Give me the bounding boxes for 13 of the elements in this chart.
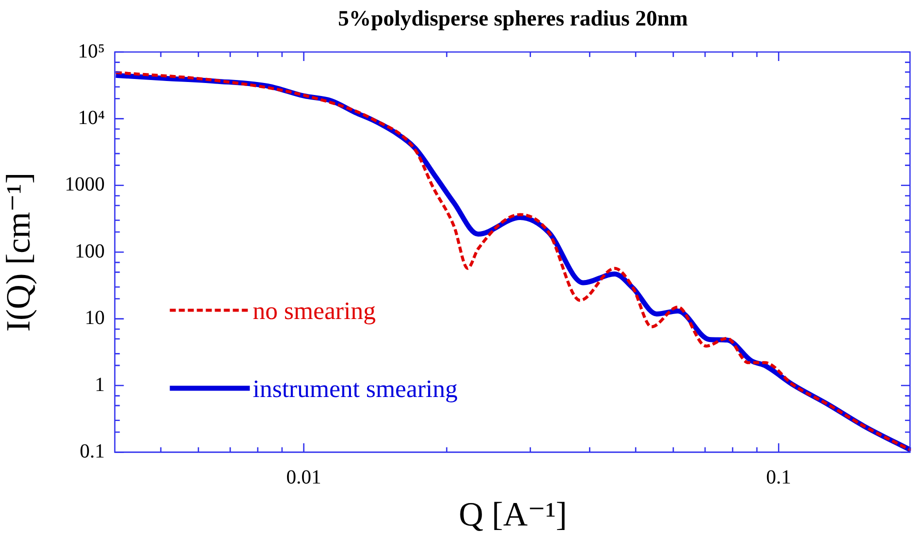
- y-tick-label: 10⁴: [78, 106, 105, 129]
- y-tick-label: 1: [94, 374, 105, 396]
- y-tick-label: 0.1: [80, 440, 105, 462]
- y-tick-label: 10: [84, 307, 105, 330]
- x-axis-title: Q [A⁻¹]: [458, 496, 568, 534]
- x-tick-label: 0.01: [286, 466, 322, 488]
- legend-label: instrument smearing: [252, 376, 458, 403]
- y-tick-label: 1000: [64, 174, 105, 196]
- y-axis-title: I(Q) [cm⁻¹]: [0, 172, 38, 332]
- chart-title: 5%polydisperse spheres radius 20nm: [338, 6, 688, 31]
- legend-label: no smearing: [252, 298, 376, 325]
- y-tick-label: 100: [74, 240, 105, 262]
- y-tick-label: 10⁵: [78, 40, 105, 62]
